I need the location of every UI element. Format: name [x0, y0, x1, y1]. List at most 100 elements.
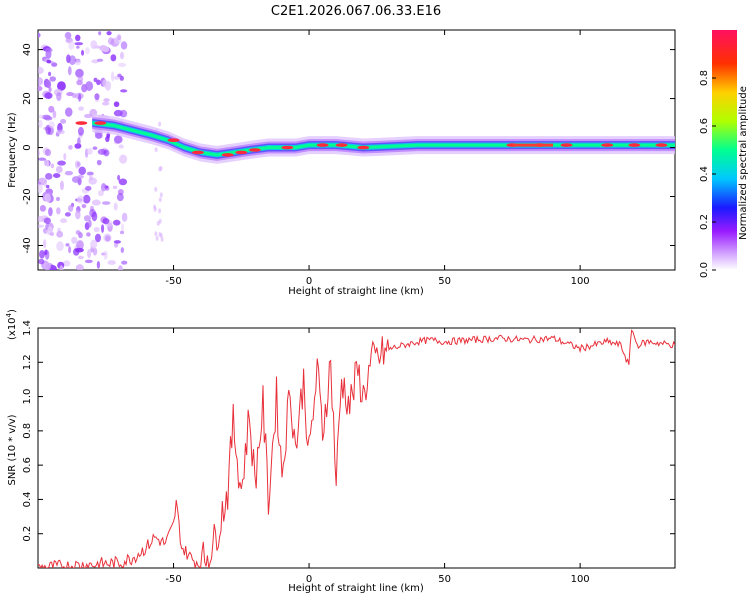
noise-blob [43, 262, 51, 270]
colorbar-tick-label: 0.2 [699, 214, 710, 230]
noise-blob [60, 118, 67, 124]
noise-blob [94, 233, 101, 243]
noise-blob [57, 160, 66, 166]
noise-blob [56, 129, 65, 135]
noise-blob [43, 217, 51, 224]
noise-blob [56, 207, 61, 215]
noise-blob [121, 260, 128, 265]
noise-blob [39, 250, 45, 259]
x-tick-label: -50 [165, 574, 181, 585]
noise-blob [154, 231, 158, 237]
noise-blob [78, 166, 87, 176]
noise-blob [38, 114, 44, 119]
snr-multiplier-exp: 4 [5, 312, 13, 317]
noise-blob [56, 230, 64, 238]
noise-blob [91, 211, 98, 222]
noise-blob [113, 202, 118, 211]
snr-y-ticks: 0.2 0.4 0.6 0.8 1.0 1.2 1.4 [22, 320, 675, 542]
noise-blob [48, 71, 52, 77]
noise-blob [71, 236, 78, 244]
noise-blob [77, 177, 82, 186]
noise-blob [113, 101, 120, 108]
noise-blob [87, 249, 92, 259]
noise-blob [158, 232, 162, 238]
noise-blob [38, 119, 43, 128]
noise-blob [93, 226, 100, 233]
snr-frame [37, 327, 676, 569]
noise-blob [91, 199, 101, 206]
snr-panel: -50 0 50 100 0.2 0.4 0.6 0.8 1.0 1.2 1.4 Height o… [5, 309, 676, 594]
noise-blob [38, 157, 46, 161]
noise-blob [96, 261, 101, 269]
noise-blob [119, 154, 128, 164]
noise-blob [46, 80, 52, 89]
hot-core [221, 153, 234, 157]
noise-blob [75, 247, 84, 253]
noise-blob [102, 217, 110, 225]
colorbar-tick-label: 0.6 [699, 118, 710, 134]
noise-blob [153, 206, 157, 212]
noise-blob [75, 264, 84, 270]
snr-x-label: Height of straight line (km) [288, 583, 424, 594]
y-tick-label: 1.2 [22, 354, 33, 370]
hot-core [357, 145, 370, 150]
noise-blob [77, 255, 84, 260]
noise-blob [74, 59, 81, 66]
noise-blob [86, 232, 91, 237]
noise-blob [38, 258, 45, 265]
noise-blob [55, 165, 63, 174]
noise-blob [101, 201, 111, 205]
noise-blob [118, 178, 128, 186]
noise-blob [75, 210, 81, 220]
x-tick-label: 50 [438, 276, 451, 287]
noise-blob [44, 92, 53, 100]
noise-blob [44, 193, 51, 203]
hot-core [94, 121, 107, 125]
colorbar-tick-label: 0.0 [699, 262, 710, 278]
noise-blob [117, 265, 123, 270]
noise-blob [117, 73, 122, 78]
hot-core [316, 143, 329, 147]
noise-blob [84, 259, 93, 264]
colorbar-label: Normalized spectral amplitude [738, 86, 749, 240]
noise-blob [46, 160, 50, 167]
hot-core [235, 150, 248, 155]
figure-title: C2E1.2026.067.06.33.E16 [271, 4, 441, 19]
y-tick-label: 0.8 [22, 423, 33, 439]
x-tick-label: -50 [165, 276, 181, 287]
noise-blob [68, 144, 73, 150]
hot-core [281, 145, 294, 150]
noise-blob [118, 144, 124, 149]
noise-blob [78, 93, 82, 102]
noise-blob [66, 91, 74, 97]
y-tick-label: 0 [22, 144, 33, 150]
noise-blob [85, 185, 92, 191]
noise-blob [120, 41, 128, 50]
noise-blob [113, 240, 121, 244]
noise-blob [92, 146, 98, 150]
x-tick-label: 100 [571, 574, 590, 585]
colorbar-gradient [712, 30, 737, 270]
x-tick-label: 0 [306, 276, 312, 287]
noise-blob [78, 232, 83, 239]
noise-blob [38, 177, 47, 186]
noise-blob [96, 159, 102, 166]
noise-blob [41, 215, 48, 219]
noise-blob [105, 235, 111, 242]
colorbar-ticks: 0.0 0.2 0.4 0.6 0.8 [699, 70, 716, 278]
noise-blob [68, 55, 77, 66]
noise-blob [81, 49, 85, 56]
noise-blob [93, 77, 98, 83]
noise-blob [83, 215, 91, 222]
noise-blob [78, 106, 85, 111]
noise-blob [45, 184, 50, 189]
noise-blob [48, 121, 55, 129]
noise-blob [44, 116, 53, 121]
noise-blob [45, 47, 53, 53]
noise-blob [57, 81, 66, 91]
noise-blob [49, 232, 55, 236]
noise-blob [38, 66, 44, 75]
noise-blob [76, 240, 84, 250]
noise-blob [96, 58, 104, 62]
hot-core [560, 143, 573, 147]
